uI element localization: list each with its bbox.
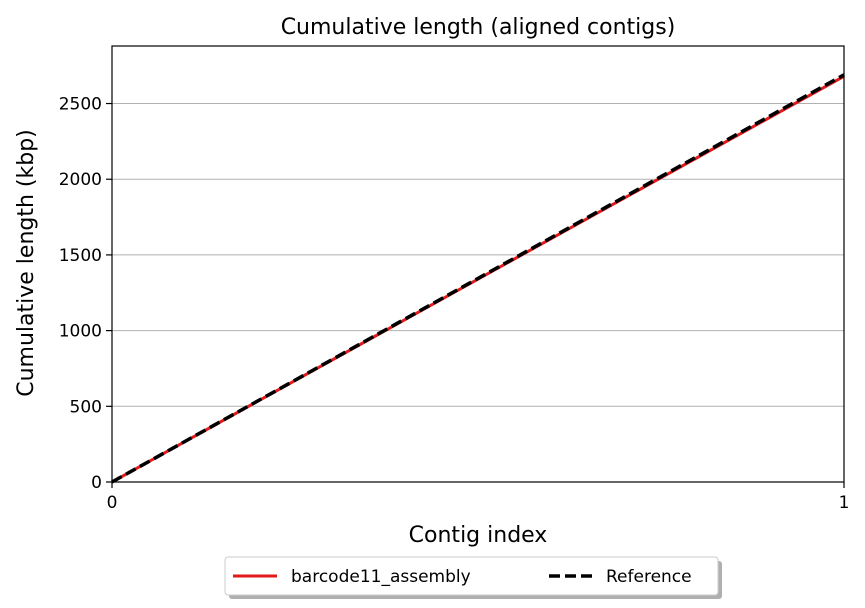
y-axis-label: Cumulative length (kbp) — [14, 129, 39, 397]
legend-label-barcode11-assembly: barcode11_assembly — [291, 567, 471, 587]
legend-label-reference: Reference — [606, 567, 692, 587]
y-tick-label: 500 — [70, 397, 102, 417]
series-line-reference — [111, 73, 845, 484]
legend: barcode11_assembly Reference — [224, 556, 722, 599]
x-axis-label: Contig index — [409, 523, 548, 548]
legend-box — [224, 556, 719, 596]
grid-lines — [112, 103, 844, 407]
y-tick-label: 1000 — [59, 322, 102, 342]
y-tick-label: 1500 — [59, 246, 102, 266]
chart-title: Cumulative length (aligned contigs) — [281, 15, 676, 40]
series-lines — [111, 73, 845, 484]
x-tick-label: 1 — [839, 493, 850, 513]
y-tick-label: 0 — [91, 473, 102, 493]
x-tick-label: 0 — [107, 493, 118, 513]
plot-frame — [111, 45, 845, 483]
axis-ticks: 0 500 1000 1500 2000 2500 0 1 — [59, 95, 850, 513]
y-tick-label: 2500 — [59, 95, 102, 115]
y-tick-label: 2000 — [59, 170, 102, 190]
